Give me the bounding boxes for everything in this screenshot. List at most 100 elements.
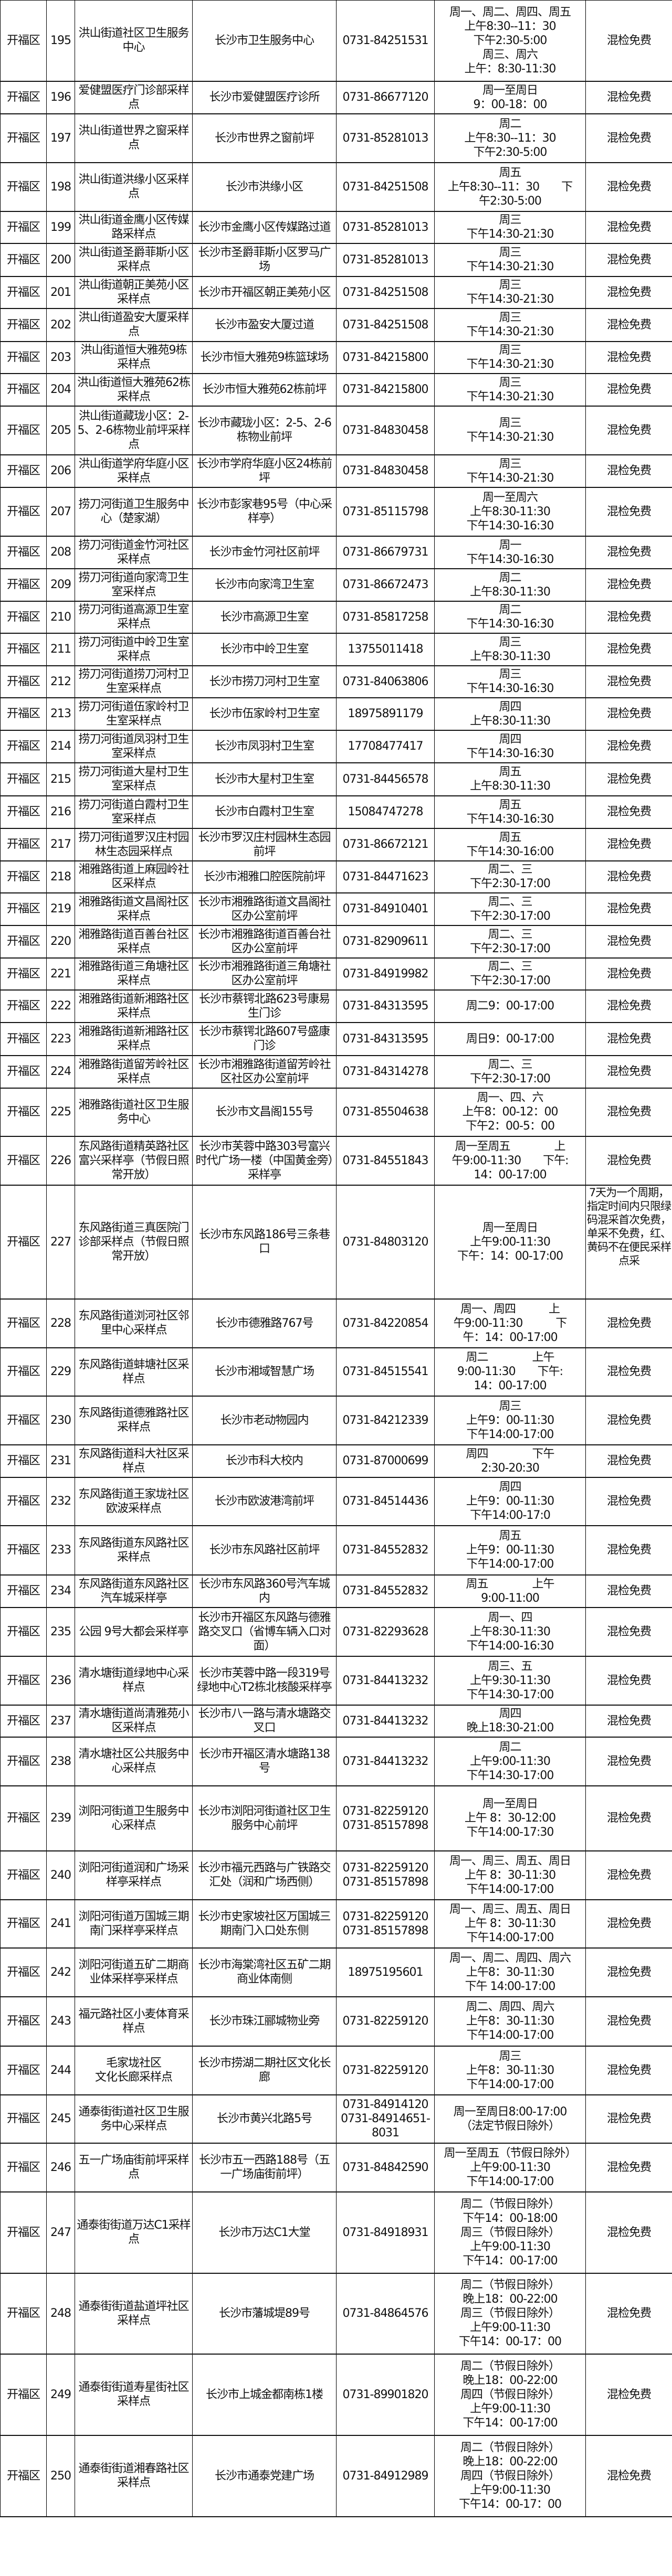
number-cell: 248 (46, 2273, 75, 2355)
fee-note-cell: 混检免费 (585, 341, 672, 374)
fee-note-cell: 混检免费 (585, 2046, 672, 2095)
fee-note-cell: 混检免费 (585, 2273, 672, 2355)
phone-cell: 0731-84220854 (336, 1298, 435, 1348)
phone-cell: 0731-84413232 (336, 1737, 435, 1786)
address-cell: 长沙市湘雅路街道三角塘社区办公室前坪 (192, 957, 337, 991)
fee-note-cell: 混检免费 (585, 1656, 672, 1706)
address-cell: 长沙市东风路360号汽车城内 (192, 1574, 337, 1608)
district-cell: 开福区 (0, 828, 47, 861)
hours-cell: 周日9：00-17:00 (434, 1022, 586, 1056)
district-cell: 开福区 (0, 2094, 47, 2144)
fee-note-cell: 混检免费 (585, 1055, 672, 1089)
table-row: 开福区 199 洪山街道金鹰小区传媒路采样点 长沙市金鹰小区传媒路过道 0731-852… (0, 211, 672, 244)
phone-cell: 0731-82259120 0731-85157898 (336, 1850, 435, 1900)
address-cell: 长沙市金鹰小区传媒路过道 (192, 211, 337, 244)
table-row: 开福区 233 东风路街道东风路社区采样点 长沙市东风路社区前坪 0731-845528… (0, 1525, 672, 1576)
phone-cell: 0731-84215800 (336, 373, 435, 407)
phone-cell: 0731-84830458 (336, 454, 435, 488)
hours-cell: 周二、周四、周六 上午8：30-11:30 下午14:00-17:00 (434, 1996, 586, 2047)
district-cell: 开福区 (0, 1347, 47, 1397)
fee-note-cell: 混检免费 (585, 2354, 672, 2436)
fee-note-cell: 混检免费 (585, 1996, 672, 2047)
district-cell: 开福区 (0, 2273, 47, 2355)
number-cell: 210 (46, 601, 75, 634)
table-row: 开福区 225 湘雅路街道社区卫生服务中心 长沙市文昌阁155号 0731-855046… (0, 1088, 672, 1137)
phone-cell: 0731-85115798 (336, 487, 435, 537)
table-row: 开福区 212 捞刀河街道捞刀河村卫生室采样点 长沙市捞刀河村卫生室 0731-8406… (0, 665, 672, 698)
site-name-cell: 洪山街道恒大雅苑62栋采样点 (75, 373, 193, 407)
table-row: 开福区 245 通泰街街道社区卫生服务中心采样点 长沙市黄兴北路5号 0731-8491… (0, 2094, 672, 2144)
hours-cell: 周一至周五（节假日除外） 上午9:00-11:30 下午14:00-17:00 (434, 2143, 586, 2192)
site-name-cell: 捞刀河街道罗汉庄村园林生态园采样点 (75, 828, 193, 861)
address-cell: 长沙市湘雅路街道留芳岭社区社区办公室前坪 (192, 1055, 337, 1089)
table-row: 开福区 235 公园 9号大都会采样亭 长沙市开福区东风路与德雅路交叉口（省博车辆入口… (0, 1607, 672, 1657)
table-row: 开福区 241 浏阳河街道万国城三期南门采样亭采样点 长沙市史家坡社区万国城三期南门入… (0, 1899, 672, 1949)
table-row: 开福区 221 湘雅路街道三角塘社区采样点 长沙市湘雅路街道三角塘社区办公室前坪 073… (0, 957, 672, 991)
district-cell: 开福区 (0, 1705, 47, 1738)
phone-cell: 0731-85817258 (336, 601, 435, 634)
address-cell: 长沙市湘域智慧广场 (192, 1347, 337, 1397)
hours-cell: 周四 上午9：00-11:30 下午14:00-17:0 (434, 1477, 586, 1526)
hours-cell: 周五 下午14:30-16:00 (434, 828, 586, 861)
phone-cell: 0731-86679731 (336, 536, 435, 569)
address-cell: 长沙市德雅路767号 (192, 1298, 337, 1348)
address-cell: 长沙市科大校内 (192, 1444, 337, 1478)
site-name-cell: 捞刀河街道中岭卫生室采样点 (75, 633, 193, 666)
address-cell: 长沙市芙蓉中路303号富兴时代广场一楼（中国黄金旁）采样亭 (192, 1136, 337, 1186)
number-cell: 202 (46, 308, 75, 342)
phone-cell: 0731-84552832 (336, 1525, 435, 1576)
address-cell: 长沙市藏珑小区：2-5、2-6栋物业前坪 (192, 406, 337, 455)
phone-cell: 0731-84314278 (336, 1055, 435, 1089)
site-name-cell: 浏阳河街道卫生服务中心采样点 (75, 1785, 193, 1851)
phone-cell: 18975891179 (336, 697, 435, 731)
district-cell: 开福区 (0, 1850, 47, 1900)
site-name-cell: 福元路社区小麦体育采样点 (75, 1996, 193, 2047)
site-name-cell: 爱健盟医疗门诊部采样点 (75, 81, 193, 114)
district-cell: 开福区 (0, 957, 47, 991)
district-cell: 开福区 (0, 406, 47, 455)
address-cell: 长沙市上城金都南栋1楼 (192, 2354, 337, 2436)
district-cell: 开福区 (0, 0, 47, 82)
number-cell: 247 (46, 2191, 75, 2274)
site-name-cell: 捞刀河街道大星村卫生室采样点 (75, 762, 193, 796)
phone-cell: 0731-87000699 (336, 1444, 435, 1478)
phone-cell: 0731-84914120 0731-84914651-8031 (336, 2094, 435, 2144)
fee-note-cell: 混检免费 (585, 633, 672, 666)
table-row: 开福区 198 洪山街道洪缘小区采样点 长沙市洪缘小区 0731-84251508 周五 … (0, 162, 672, 212)
number-cell: 200 (46, 243, 75, 277)
number-cell: 196 (46, 81, 75, 114)
hours-cell: 周二 上午9:00-11:30 下午14:30-17:00 (434, 1737, 586, 1786)
phone-cell: 0731-86672121 (336, 828, 435, 861)
table-row: 开福区 213 捞刀河街道伍家岭村卫生室采样点 长沙市伍家岭村卫生室 189758911… (0, 697, 672, 731)
site-name-cell: 捞刀河街道向家湾卫生室采样点 (75, 568, 193, 602)
address-cell: 长沙市湘雅口腔医院前坪 (192, 860, 337, 893)
hours-cell: 周三 下午14:30-16:30 (434, 665, 586, 698)
hours-cell: 周三、五 上午9:30-11:30 下午14:30-17:00 (434, 1656, 586, 1706)
district-cell: 开福区 (0, 2354, 47, 2436)
district-cell: 开福区 (0, 1022, 47, 1056)
site-name-cell: 洪山街道恒大雅苑9栋采样点 (75, 341, 193, 374)
district-cell: 开福区 (0, 211, 47, 244)
phone-cell: 0731-84251508 (336, 308, 435, 342)
district-cell: 开福区 (0, 341, 47, 374)
fee-note-cell: 混检免费 (585, 730, 672, 763)
fee-note-cell: 混检免费 (585, 762, 672, 796)
fee-note-cell: 混检免费 (585, 211, 672, 244)
district-cell: 开福区 (0, 1477, 47, 1526)
number-cell: 241 (46, 1899, 75, 1949)
site-name-cell: 洪山街道社区卫生服务中心 (75, 0, 193, 82)
number-cell: 221 (46, 957, 75, 991)
number-cell: 203 (46, 341, 75, 374)
address-cell: 长沙市黄兴北路5号 (192, 2094, 337, 2144)
fee-note-cell: 混检免费 (585, 1607, 672, 1657)
hours-cell: 周二、三 下午2:30-17:00 (434, 860, 586, 893)
site-name-cell: 通泰街街道寿星街社区采样点 (75, 2354, 193, 2436)
site-name-cell: 通泰街街道社区卫生服务中心采样点 (75, 2094, 193, 2144)
hours-cell: 周一至周日8:00-17:00 （法定节假日除外） (434, 2094, 586, 2144)
address-cell: 长沙市老动物园内 (192, 1396, 337, 1445)
phone-cell: 0731-84515541 (336, 1347, 435, 1397)
number-cell: 213 (46, 697, 75, 731)
hours-cell: 周一至周六 上午8:30-11:30 下午14:30-16:30 (434, 487, 586, 537)
site-name-cell: 洪山街道藏珑小区：2-5、2-6栋物业前坪采样点 (75, 406, 193, 455)
fee-note-cell: 混检免费 (585, 795, 672, 829)
